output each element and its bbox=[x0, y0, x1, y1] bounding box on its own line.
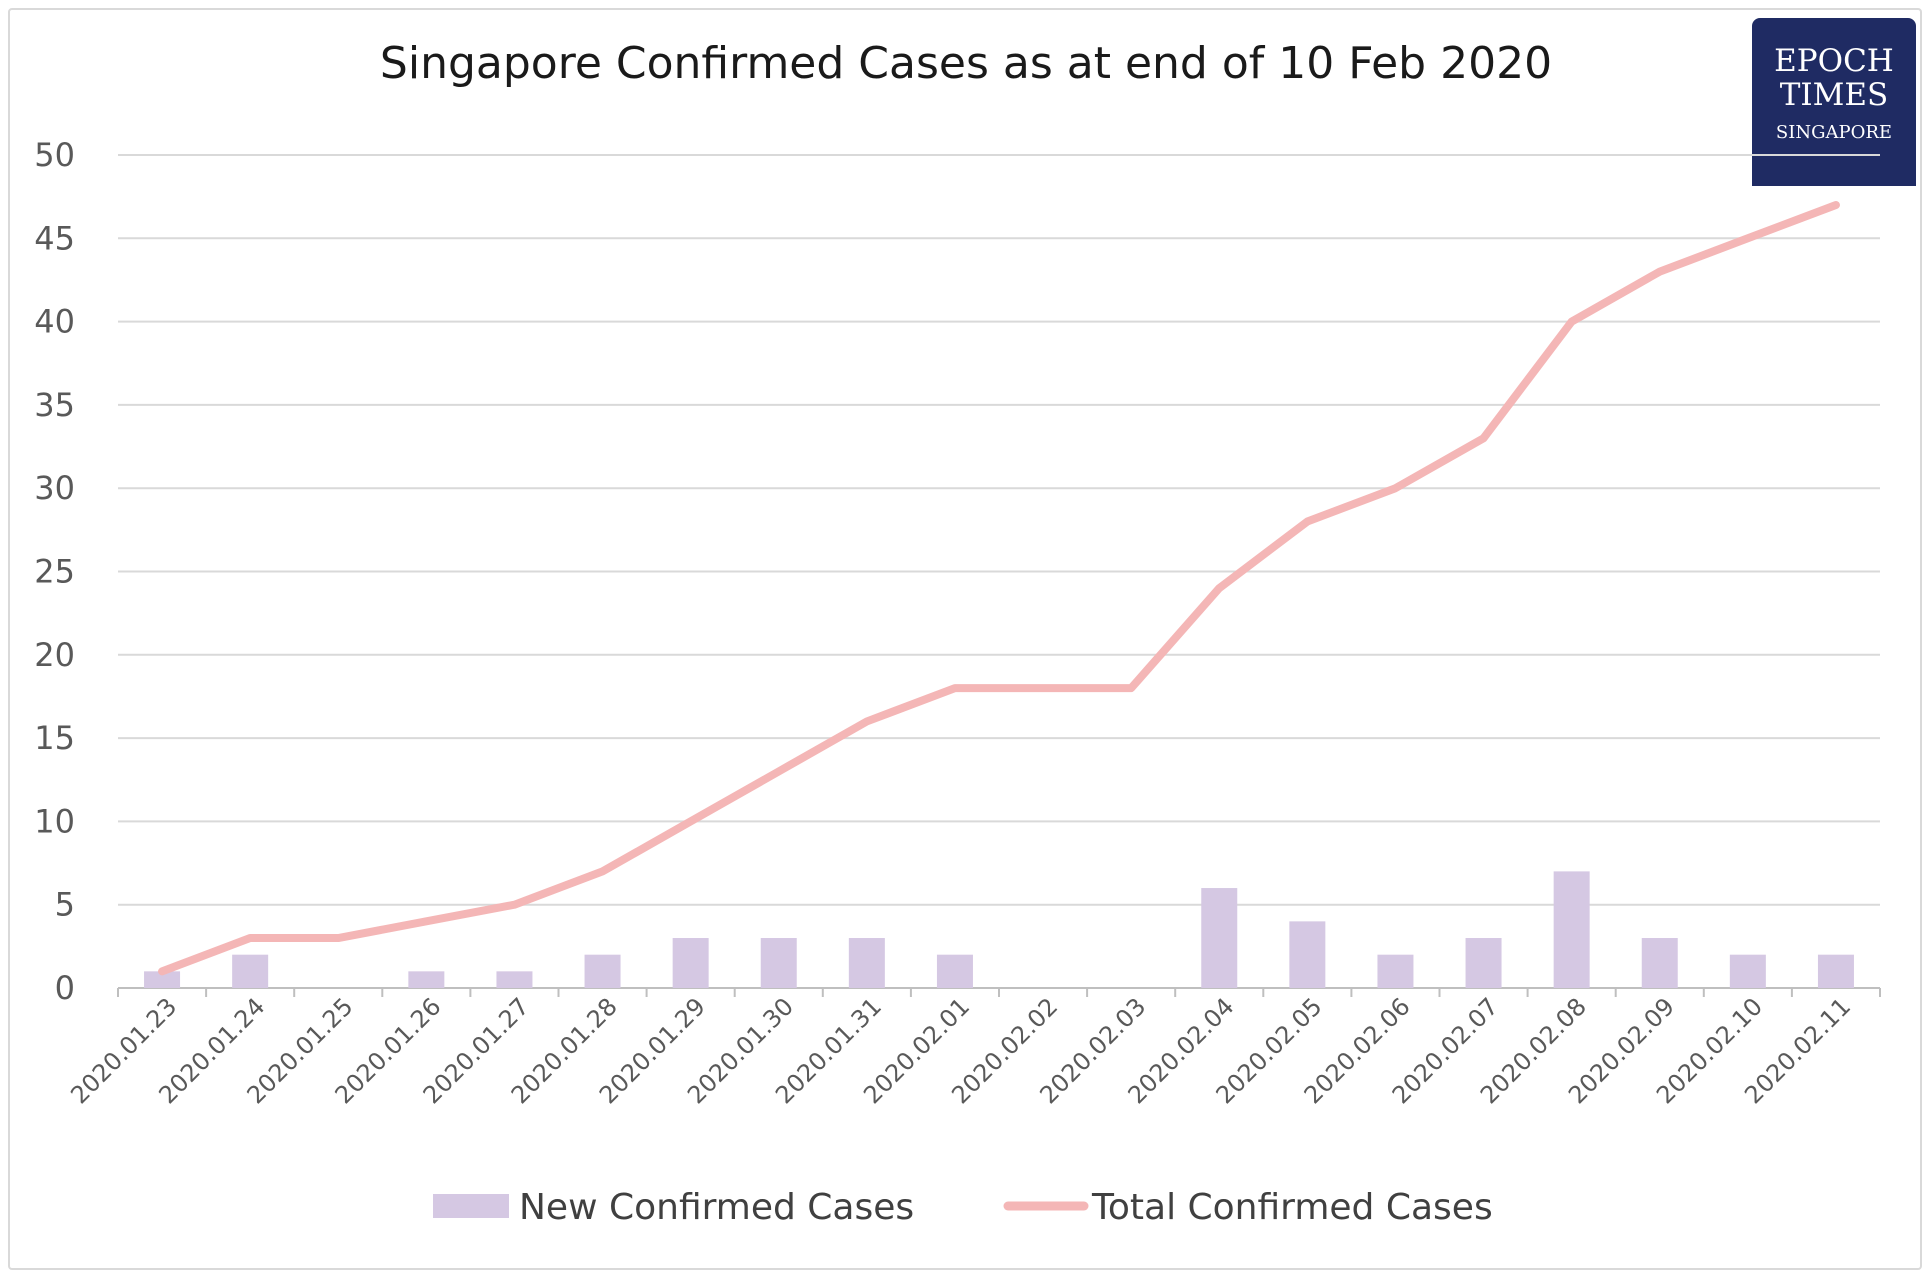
logo-line-2: TIMES bbox=[1779, 77, 1889, 113]
y-axis-ticks: 0 5 10 15 20 25 30 35 40 45 50 bbox=[34, 136, 75, 1007]
bar bbox=[232, 954, 269, 988]
bar bbox=[584, 954, 621, 988]
legend: New Confirmed Cases Total Confirmed Cases bbox=[433, 1187, 1493, 1228]
gridlines bbox=[118, 154, 1880, 906]
bar bbox=[1377, 954, 1414, 988]
bar bbox=[496, 971, 533, 988]
chart-title: Singapore Confirmed Cases as at end of 1… bbox=[379, 38, 1553, 89]
bar bbox=[1817, 954, 1854, 988]
bar bbox=[1553, 871, 1590, 988]
bar bbox=[144, 971, 181, 988]
y-tick-label: 40 bbox=[34, 303, 75, 341]
bar bbox=[1465, 938, 1502, 988]
y-tick-label: 10 bbox=[34, 802, 75, 840]
logo-line-3: SINGAPORE bbox=[1775, 122, 1893, 143]
y-tick-label: 30 bbox=[34, 469, 75, 507]
y-tick-label: 50 bbox=[34, 136, 75, 174]
legend-label-new-cases: New Confirmed Cases bbox=[519, 1187, 914, 1228]
y-tick-label: 0 bbox=[55, 969, 75, 1007]
bar-series bbox=[144, 871, 1854, 988]
line-series bbox=[158, 200, 1840, 976]
epoch-times-logo: EPOCH TIMES SINGAPORE bbox=[1752, 18, 1916, 186]
bar bbox=[1729, 954, 1766, 988]
y-tick-label: 15 bbox=[34, 719, 75, 757]
bar bbox=[760, 938, 797, 988]
y-tick-label: 5 bbox=[55, 886, 75, 924]
legend-swatch-new-cases bbox=[433, 1194, 509, 1218]
y-tick-label: 20 bbox=[34, 636, 75, 674]
bar bbox=[848, 938, 885, 988]
bar bbox=[672, 938, 709, 988]
total-cases-line bbox=[158, 200, 1840, 976]
bar bbox=[1201, 888, 1238, 988]
y-tick-label: 45 bbox=[34, 219, 75, 257]
bar bbox=[408, 971, 445, 988]
chart-frame bbox=[8, 8, 1922, 1270]
y-tick-label: 25 bbox=[34, 553, 75, 591]
logo-line-1: EPOCH bbox=[1774, 43, 1894, 79]
x-axis: 2020.01.232020.01.242020.01.252020.01.26… bbox=[65, 987, 1881, 1109]
y-tick-label: 35 bbox=[34, 386, 75, 424]
bar bbox=[1641, 938, 1678, 988]
legend-label-total-cases: Total Confirmed Cases bbox=[1091, 1187, 1493, 1228]
bar bbox=[1289, 921, 1326, 988]
bar bbox=[936, 954, 973, 988]
